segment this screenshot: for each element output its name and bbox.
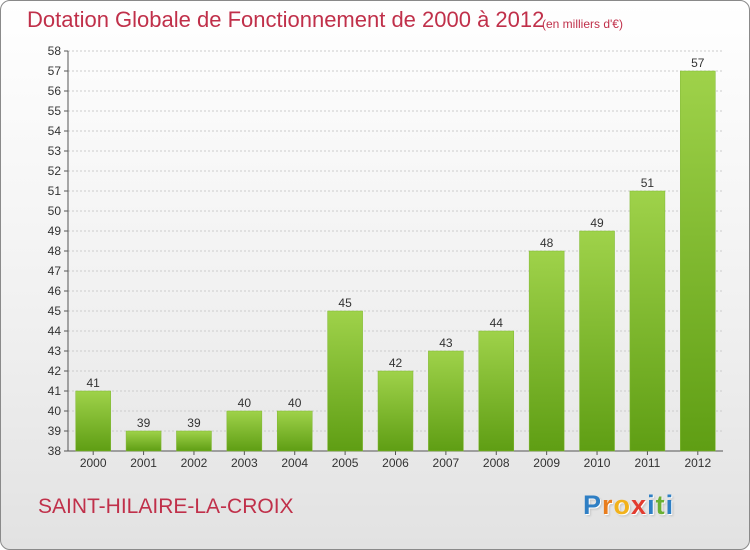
y-tick-label: 55 xyxy=(48,104,62,118)
y-tick-label: 46 xyxy=(48,284,62,298)
y-tick-label: 42 xyxy=(48,364,62,378)
data-label-2003: 40 xyxy=(238,396,252,410)
data-label-2009: 48 xyxy=(540,236,554,250)
y-tick-label: 39 xyxy=(48,424,62,438)
data-label-2008: 44 xyxy=(490,316,504,330)
x-tick-label-2004: 2004 xyxy=(281,456,308,470)
logo-letter: o xyxy=(613,490,632,520)
y-tick-label: 40 xyxy=(48,404,62,418)
data-label-2007: 43 xyxy=(439,336,453,350)
logo-letter: r xyxy=(602,490,614,520)
chart-title: Dotation Globale de Fonctionnement de 20… xyxy=(27,7,545,32)
y-tick-label: 43 xyxy=(48,344,62,358)
bar-2008 xyxy=(478,330,515,452)
x-tick-label-2009: 2009 xyxy=(533,456,560,470)
bar-2000 xyxy=(75,390,111,452)
bar-2011 xyxy=(629,190,666,452)
y-tick-label: 44 xyxy=(48,324,62,338)
y-tick-label: 49 xyxy=(48,224,62,238)
chart-subtitle: (en milliers d'€) xyxy=(542,17,623,31)
data-label-2004: 40 xyxy=(288,396,302,410)
logo-letter: i xyxy=(665,490,675,520)
y-tick-label: 50 xyxy=(48,204,62,218)
x-tick-label-2003: 2003 xyxy=(231,456,258,470)
x-tick-label-2000: 2000 xyxy=(80,456,107,470)
y-tick-label: 56 xyxy=(48,84,62,98)
data-label-2012: 57 xyxy=(691,56,705,70)
y-tick-label: 45 xyxy=(48,304,62,318)
proxiti-logo[interactable]: Proxiti xyxy=(583,490,674,521)
y-tick-label: 57 xyxy=(48,64,62,78)
x-tick-label-2011: 2011 xyxy=(635,456,661,470)
y-tick-label: 54 xyxy=(48,124,62,138)
logo-letter: i xyxy=(647,490,656,520)
y-tick-label: 47 xyxy=(48,264,62,278)
bar-2003 xyxy=(226,410,263,452)
y-tick-label: 41 xyxy=(48,384,62,398)
x-tick-label-2005: 2005 xyxy=(332,456,359,470)
y-tick-label: 48 xyxy=(48,244,62,258)
bars xyxy=(75,70,716,452)
x-tick-label-2006: 2006 xyxy=(382,456,409,470)
data-label-2002: 39 xyxy=(187,416,201,430)
bar-2004 xyxy=(276,410,313,452)
data-label-2000: 41 xyxy=(87,376,101,390)
bar-2007 xyxy=(428,350,464,452)
bar-2001 xyxy=(125,430,162,452)
y-tick-label: 53 xyxy=(48,144,62,158)
y-tick-label: 52 xyxy=(48,164,62,178)
x-tick-label-2007: 2007 xyxy=(433,456,460,470)
logo-letter: x xyxy=(631,490,648,520)
logo-letter: t xyxy=(655,490,666,520)
data-label-2010: 49 xyxy=(590,216,604,230)
logo-letter: P xyxy=(583,490,603,520)
bar-2006 xyxy=(377,370,414,452)
x-tick-label-2010: 2010 xyxy=(584,456,611,470)
labels: 38 39 40 41 42 43 44 45 46 47 48 49 50 51 52 53 54 55 56 57… xyxy=(48,44,712,470)
bar-2009 xyxy=(528,250,565,452)
y-tick-label: 38 xyxy=(48,444,62,458)
city-name: SAINT-HILAIRE-LA-CROIX xyxy=(38,495,294,518)
bar-2010 xyxy=(579,230,615,452)
y-tick-label: 51 xyxy=(48,184,62,198)
x-tick-label-2008: 2008 xyxy=(483,456,510,470)
data-label-2001: 39 xyxy=(137,416,151,430)
x-tick-label-2002: 2002 xyxy=(181,456,208,470)
data-label-2006: 42 xyxy=(389,356,403,370)
x-tick-label-2012: 2012 xyxy=(684,456,711,470)
bar-2005 xyxy=(327,310,363,452)
bar-2012 xyxy=(680,70,716,452)
x-tick-label-2001: 2001 xyxy=(130,456,157,470)
bar-2002 xyxy=(176,430,212,452)
y-tick-label: 58 xyxy=(48,44,62,58)
data-label-2011: 51 xyxy=(641,176,655,190)
data-label-2005: 45 xyxy=(338,296,352,310)
